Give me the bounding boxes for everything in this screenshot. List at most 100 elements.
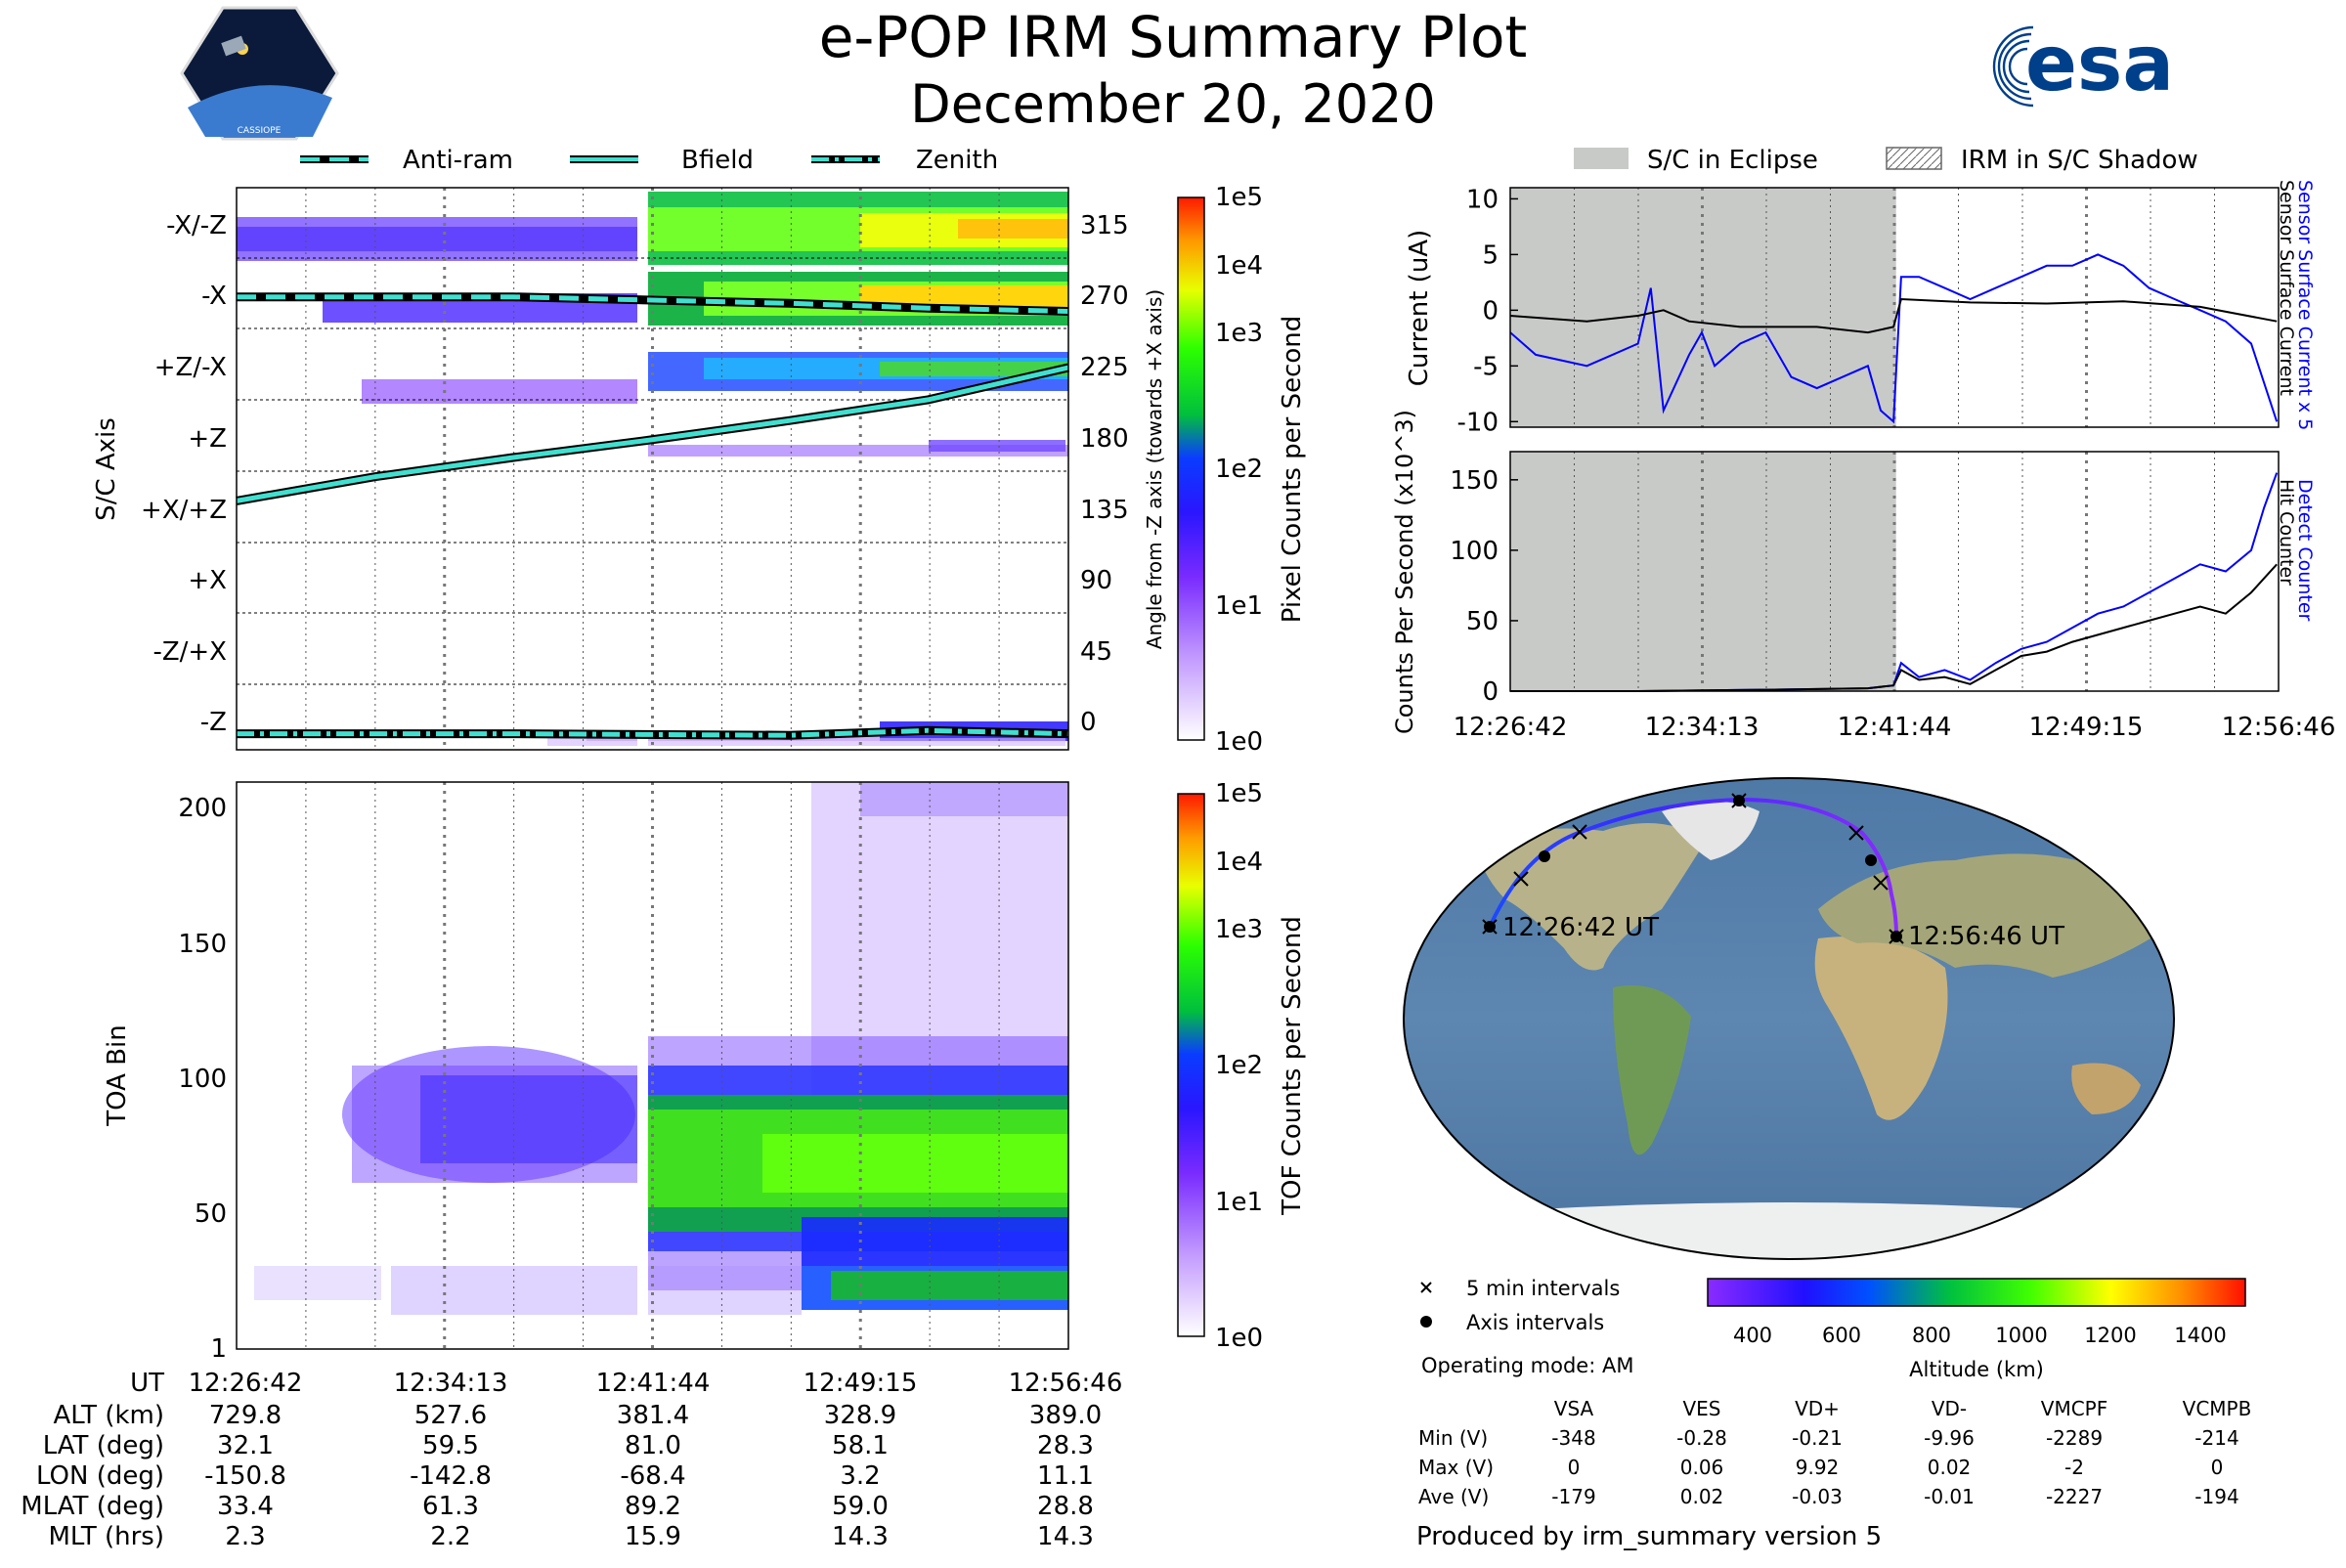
tof-ytick: 150 xyxy=(178,930,227,959)
legend-label-eclipse: S/C in Eclipse xyxy=(1647,146,1818,175)
ephem-value: 89.2 xyxy=(625,1492,681,1521)
dot-marker xyxy=(1539,850,1550,862)
ut-tick: 12:34:13 xyxy=(394,1369,508,1398)
ephem-value: 28.8 xyxy=(1037,1492,1094,1521)
tof-colorbar-gradient xyxy=(1177,793,1205,1337)
current-yticks: 10 5 0 -5 -10 xyxy=(1457,185,1499,437)
bfield-line xyxy=(236,365,1069,503)
vt-col: VMCPF xyxy=(2041,1397,2107,1420)
map-end-label: 12:56:46 UT xyxy=(1908,922,2064,951)
esa-logo-text: esa xyxy=(2025,21,2174,109)
cbar-tick: 1e2 xyxy=(1215,455,1263,484)
legend-5min: 5 min intervals xyxy=(1466,1277,1620,1300)
angle-tick: 180 xyxy=(1080,424,1129,454)
legend-label-shadow: IRM in S/C Shadow xyxy=(1961,146,2198,175)
ephem-row-label: MLAT (deg) xyxy=(21,1492,164,1521)
angle-tick: 45 xyxy=(1080,637,1112,667)
cat-label: +X xyxy=(188,566,227,595)
altitude-colorbar-label: Altitude (km) xyxy=(1909,1358,2044,1381)
hit-counter-series xyxy=(1510,563,2278,692)
tof-yticks: 200 150 100 50 1 xyxy=(178,794,227,1364)
cbar-tick: 1e3 xyxy=(1215,915,1263,944)
pixel-attitude-lines xyxy=(236,292,1070,740)
vt-cell: 0.06 xyxy=(1680,1456,1724,1479)
cat-label: +Z/-X xyxy=(154,353,227,382)
counts-panel: 0 50 100 150 Counts Per Second (x10^3) D… xyxy=(1391,410,2316,734)
ephem-value: 33.4 xyxy=(217,1492,274,1521)
cbar-tick: 1e4 xyxy=(1215,848,1263,877)
cbar-tick: 1e5 xyxy=(1215,183,1263,212)
cbar-tick: 1e0 xyxy=(1215,1324,1263,1353)
tof-ytick: 200 xyxy=(178,794,227,823)
cbar-tick: 1e3 xyxy=(1215,319,1263,348)
legend-dot-icon xyxy=(1420,1316,1432,1328)
ut-tick: 12:49:15 xyxy=(804,1369,918,1398)
current-frame xyxy=(1509,187,2280,428)
cnt-ytick: 100 xyxy=(1450,537,1499,566)
pixel-frame xyxy=(236,187,1069,751)
cat-label: -X/-Z xyxy=(166,211,227,240)
tof-ylabel: TOA Bin xyxy=(103,1024,132,1126)
vt-row-label: Max (V) xyxy=(1418,1456,1494,1479)
vt-cell: 0.02 xyxy=(1680,1485,1724,1508)
ephem-row-label: ALT (km) xyxy=(53,1401,164,1430)
tof-ytick: 100 xyxy=(178,1065,227,1094)
ephem-value: 11.1 xyxy=(1037,1461,1094,1491)
ephem-value: 14.3 xyxy=(832,1522,889,1551)
ut-tick: 12:56:46 xyxy=(1009,1369,1123,1398)
vt-cell: 0.02 xyxy=(1928,1456,1972,1479)
angle-tick: 270 xyxy=(1080,282,1129,311)
vt-cell: -348 xyxy=(1551,1426,1595,1450)
voltage-table: VSA VES VD+ VD- VMCPF VCMPB Min (V) -348… xyxy=(1418,1397,2251,1508)
legend-label-anti-ram: Anti-ram xyxy=(403,146,513,175)
vt-cell: -0.28 xyxy=(1676,1426,1727,1450)
time-tick: 12:41:44 xyxy=(1838,713,1952,742)
map-legend: 5 min intervals Axis intervals Operating… xyxy=(1420,1277,1633,1377)
cat-label: -X xyxy=(201,282,227,311)
alt-tick: 1000 xyxy=(1995,1324,2047,1347)
vt-cell: -0.01 xyxy=(1924,1485,1975,1508)
ephem-value: 58.1 xyxy=(832,1431,889,1460)
ephem-value: 28.3 xyxy=(1037,1431,1094,1460)
cbar-tick: 1e0 xyxy=(1215,727,1263,757)
ephem-value: -142.8 xyxy=(410,1461,492,1491)
cur-ytick: 5 xyxy=(1482,240,1499,270)
alt-tick: 1200 xyxy=(2084,1324,2136,1347)
alt-tick: 800 xyxy=(1912,1324,1951,1347)
footer-text: Produced by irm_summary version 5 xyxy=(1416,1522,1882,1551)
cnt-ytick: 0 xyxy=(1482,677,1499,707)
cbar-tick: 1e1 xyxy=(1215,591,1263,621)
ephem-row-label: LAT (deg) xyxy=(43,1431,164,1460)
alt-tick: 400 xyxy=(1733,1324,1772,1347)
legend-axis: Axis intervals xyxy=(1466,1311,1604,1334)
dot-marker xyxy=(1484,921,1496,933)
pixel-axis-categories: -X/-Z -X +Z/-X +Z +X/+Z +X -Z/+X -Z xyxy=(141,211,227,737)
pixel-colorbar: 1e5 1e4 1e3 1e2 1e1 1e0 Pixel Counts per… xyxy=(1177,183,1307,757)
ephem-value: 32.1 xyxy=(217,1431,274,1460)
ephem-value: 328.9 xyxy=(824,1401,896,1430)
legend-item-anti-ram: Anti-ram xyxy=(300,146,513,175)
counts-right-label-black: Hit Counter xyxy=(2276,479,2297,586)
dot-marker xyxy=(1865,854,1877,866)
ut-tick: 12:41:44 xyxy=(596,1369,711,1398)
counts-time-grid xyxy=(1574,452,2215,691)
map-start-label: 12:26:42 UT xyxy=(1502,913,1659,942)
cnt-ytick: 150 xyxy=(1450,466,1499,496)
ephem-value: 527.6 xyxy=(414,1401,487,1430)
vt-col: VD+ xyxy=(1795,1397,1840,1420)
cbar-tick: 1e2 xyxy=(1215,1051,1263,1080)
legend-top-left: Anti-ram Bfield Zenith xyxy=(300,146,998,175)
page-title: e-POP IRM Summary Plot xyxy=(819,4,1528,70)
ephemeris-table: UT 12:26:42 12:34:13 12:41:44 12:49:15 1… xyxy=(21,1369,1122,1551)
legend-swatch-eclipse xyxy=(1574,148,1629,169)
legend-label-zenith: Zenith xyxy=(916,146,998,175)
cur-ytick: 0 xyxy=(1482,296,1499,326)
tof-time-grid xyxy=(305,782,1000,1349)
counts-yticks: 0 50 100 150 xyxy=(1450,466,1499,707)
ut-label: UT xyxy=(130,1369,164,1398)
sensor-surface-current-series xyxy=(1509,297,2278,334)
vt-col: VSA xyxy=(1554,1397,1594,1420)
ephem-value: 2.2 xyxy=(430,1522,470,1551)
time-tick: 12:34:13 xyxy=(1645,713,1760,742)
